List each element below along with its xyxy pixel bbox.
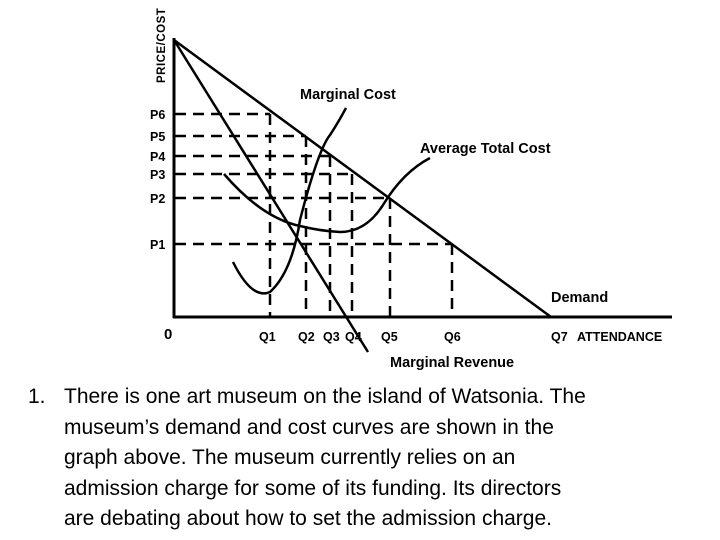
x-tick-q5: Q5 [381, 330, 398, 344]
average-total-cost-curve [223, 156, 431, 234]
question-line-5: are debating about how to set the admiss… [64, 507, 552, 530]
x-tick-q2: Q2 [298, 330, 315, 344]
x-tick-q3: Q3 [323, 330, 340, 344]
x-tick-q6: Q6 [444, 330, 461, 344]
economics-graph: PRICE/COST P6 P5 P4 P3 P2 P1 0 Q1 Q2 Q3 … [150, 8, 672, 371]
guide-lines [175, 112, 454, 317]
question-line-4: admission charge for some of its funding… [64, 476, 562, 500]
x-tick-q4: Q4 [345, 330, 362, 344]
y-tick-p4: P4 [150, 150, 165, 164]
question-paragraph: 1. There is one art museum on the island … [28, 382, 708, 535]
question-line-1: 1. There is one art museum on the island … [28, 382, 708, 413]
x-tick-q7: Q7 [551, 330, 568, 344]
origin-label: 0 [164, 326, 172, 343]
y-tick-p6: P6 [150, 108, 165, 122]
question-line-3: graph above. The museum currently relies… [64, 446, 516, 469]
y-tick-p2: P2 [150, 192, 165, 206]
demand-label: Demand [551, 290, 608, 306]
x-axis-title: ATTENDANCE [577, 330, 662, 344]
question-line-2: museum’s demand and cost curves are show… [64, 415, 554, 439]
y-tick-p5: P5 [150, 130, 165, 144]
question-text-1: There is one art museum on the island of… [64, 385, 586, 408]
marginal-cost-label: Marginal Cost [300, 87, 396, 103]
marginal-revenue-curve [172, 39, 370, 353]
y-tick-p3: P3 [150, 168, 165, 182]
marginal-revenue-label: Marginal Revenue [390, 355, 514, 371]
x-tick-q1: Q1 [259, 330, 276, 344]
demand-curve [173, 38, 552, 319]
y-tick-p1: P1 [150, 238, 165, 252]
y-axis-title: PRICE/COST [156, 8, 168, 83]
average-total-cost-label: Average Total Cost [420, 141, 551, 157]
marginal-cost-curve [231, 107, 348, 295]
question-number: 1. [28, 385, 46, 408]
